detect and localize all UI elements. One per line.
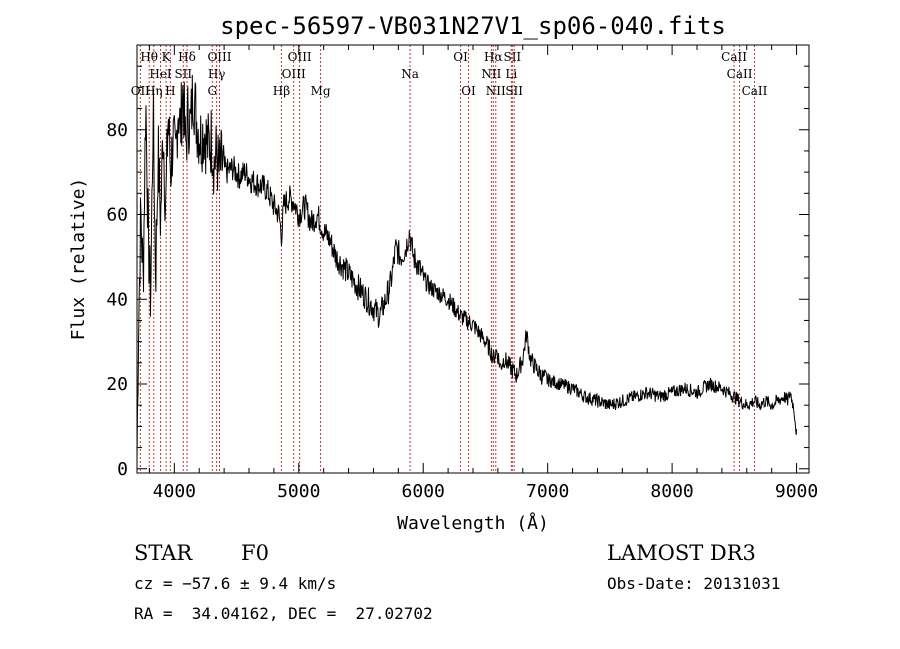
spectral-line-label: CaII xyxy=(742,84,768,98)
spectral-line-label: OI xyxy=(453,50,468,64)
x-tick-label: 4000 xyxy=(153,481,196,502)
obs-date: Obs-Date: 20131031 xyxy=(607,574,780,593)
spectral-line-label: CaII xyxy=(727,67,753,81)
spectral-line-label: Hγ xyxy=(208,67,226,81)
spectral-line-label: K xyxy=(162,50,172,64)
x-tick-label: 8000 xyxy=(650,481,693,502)
chart-title: spec-56597-VB031N27V1_sp06-040.fits xyxy=(220,12,726,40)
axis-ticks xyxy=(137,45,809,473)
spectral-line-label: Hθ xyxy=(140,50,158,64)
spectral-line-label: OIII xyxy=(207,50,231,64)
spectral-line-label: OI xyxy=(461,84,476,98)
spectral-line-label: CaII xyxy=(721,50,747,64)
spectral-line-label: OIII xyxy=(288,50,312,64)
spectral-line-label: Hδ xyxy=(178,50,196,64)
spectral-line-label: OII xyxy=(131,84,151,98)
spectral-line-label: HeI xyxy=(149,67,172,81)
spectral-line-label: SII xyxy=(505,84,523,98)
series-layer xyxy=(136,74,798,462)
spectral-line-label: Hβ xyxy=(273,84,290,98)
spectral-line-label: NII xyxy=(481,67,501,81)
spectral-line-label: G xyxy=(207,84,217,98)
x-tick-label: 5000 xyxy=(277,481,320,502)
x-axis-label: Wavelength (Å) xyxy=(397,512,549,534)
spectral-line-label: Na xyxy=(401,67,419,81)
flux-series-line xyxy=(136,74,798,462)
spectral-line-label: OIII xyxy=(282,67,306,81)
coordinates: RA = 34.04162, DEC = 27.02702 xyxy=(134,604,433,623)
spectral-lines-layer xyxy=(139,45,755,473)
y-axis-label: Flux (relative) xyxy=(68,178,89,341)
y-tick-label: 0 xyxy=(117,459,128,480)
plot-frame xyxy=(136,44,810,474)
y-tick-label: 60 xyxy=(106,205,128,226)
y-tick-label: 40 xyxy=(106,289,128,310)
spectral-line-label: SII xyxy=(503,50,521,64)
x-tick-label: 7000 xyxy=(526,481,569,502)
spectral-line-label: Hα xyxy=(484,50,503,64)
spectral-line-labels: OIIHθHηHeIKHSIIHδGHγOIIIHβOIIIOIIIMgNaOI… xyxy=(131,50,768,98)
spectral-line-label: SII xyxy=(174,67,192,81)
y-tick-label: 20 xyxy=(106,374,128,395)
spectral-line-label: Li xyxy=(505,67,517,81)
object-class: STAR xyxy=(134,541,193,565)
x-tick-label: 6000 xyxy=(402,481,445,502)
spectral-line-label: Mg xyxy=(311,84,331,98)
x-tick-label: 9000 xyxy=(775,481,818,502)
spectral-line-label: H xyxy=(165,84,175,98)
y-tick-label: 80 xyxy=(106,120,128,141)
object-subclass: F0 xyxy=(241,541,269,565)
survey-name: LAMOST DR3 xyxy=(607,541,756,565)
axis-tick-labels: 4000 5000 6000 7000 8000 9000 0 20 40 60 80 xyxy=(106,120,818,502)
redshift-cz: cz = −57.6 ± 9.4 km/s xyxy=(134,574,336,593)
spectral-line-label: NII xyxy=(486,84,506,98)
